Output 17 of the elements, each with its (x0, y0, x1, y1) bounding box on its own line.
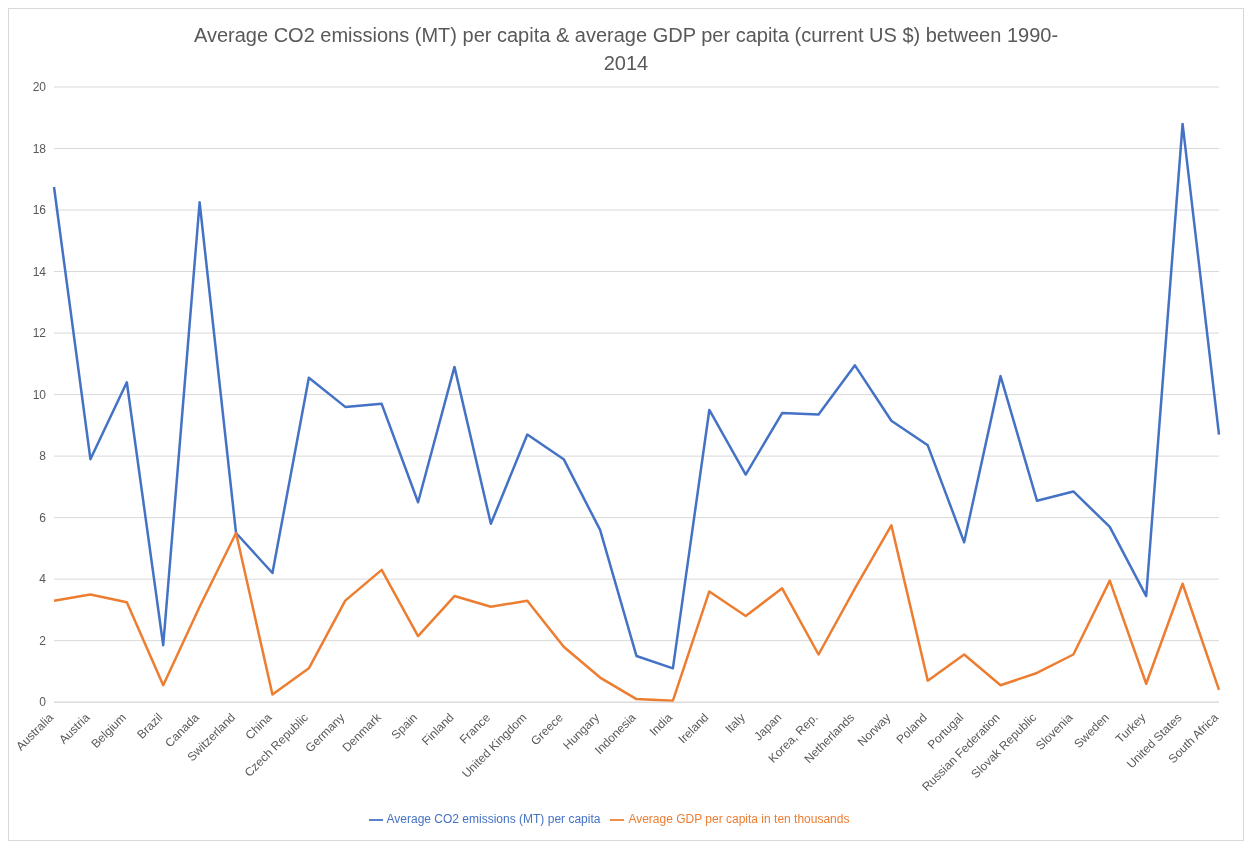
legend-label: Average GDP per capita in ten thousands (628, 812, 850, 827)
y-tick-label: 10 (32, 387, 47, 402)
y-tick-label: 12 (32, 326, 47, 341)
chart-title: Average CO2 emissions (MT) per capita & average GDP per capita (current US $) between 1990-2014 (192, 23, 1060, 76)
y-tick-label: 2 (39, 633, 47, 648)
y-tick-label: 16 (32, 203, 47, 218)
y-tick-label: 4 (39, 572, 47, 587)
y-tick-label: 14 (32, 264, 47, 279)
y-tick-label: 18 (32, 141, 47, 156)
line-series (52, 524, 1221, 702)
y-tick-label: 6 (39, 510, 47, 525)
y-tick-label: 0 (39, 695, 47, 710)
legend-label: Average CO2 emissions (MT) per capita (386, 812, 601, 827)
y-tick-label: 8 (39, 449, 47, 464)
x-tick-label: Italy (722, 710, 748, 736)
line-series (52, 122, 1221, 670)
y-tick-label: 20 (32, 80, 47, 95)
